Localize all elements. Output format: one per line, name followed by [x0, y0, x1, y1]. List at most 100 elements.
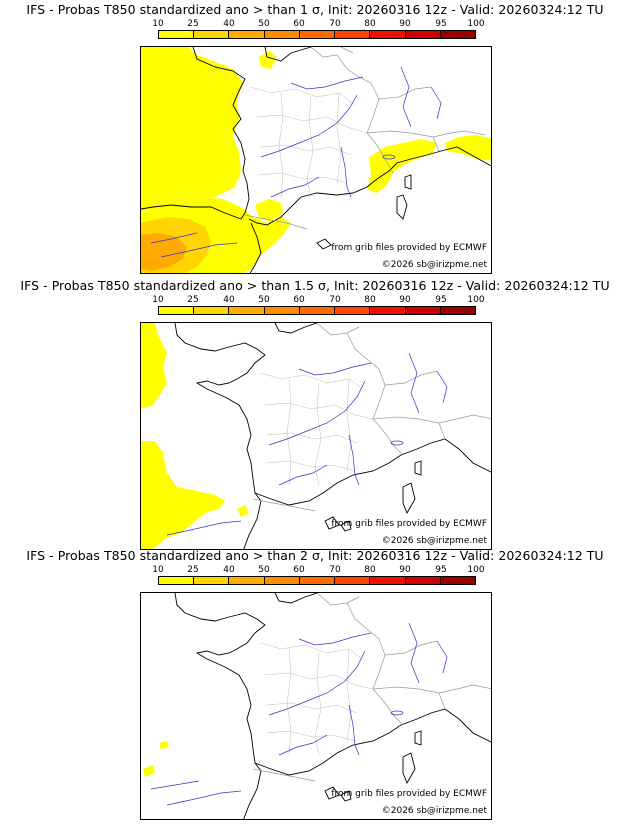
- border-lines: [252, 593, 491, 782]
- rivers: [150, 66, 442, 258]
- scale-swatch: [159, 31, 195, 38]
- copyright-text: ©2026 sb@irizpme.net: [381, 806, 487, 816]
- scale-swatch: [264, 577, 300, 584]
- scale-tick: 40: [223, 295, 235, 305]
- scale-swatch: [159, 307, 195, 314]
- scale-swatch: [229, 577, 265, 584]
- scale-tick: 95: [435, 19, 447, 29]
- scale-swatch: [370, 31, 406, 38]
- map-canvas: [141, 323, 491, 549]
- panel-title: IFS - Probas T850 standardized ano > tha…: [26, 2, 604, 17]
- scale-swatch: [440, 31, 475, 38]
- border-lines: [244, 47, 486, 230]
- copyright-text: ©2026 sb@irizpme.net: [381, 260, 487, 270]
- scale-tick: 80: [364, 19, 376, 29]
- prob-area-small: [237, 505, 249, 517]
- scale-tick: 100: [467, 295, 485, 305]
- source-text: from grib files provided by ECMWF: [331, 519, 487, 529]
- panel-title: IFS - Probas T850 standardized ano > tha…: [20, 278, 610, 293]
- scale-swatch: [194, 577, 230, 584]
- map-panel-3: IFS - Probas T850 standardized ano > tha…: [0, 546, 630, 822]
- scale-swatch: [405, 577, 441, 584]
- map-panel-1: IFS - Probas T850 standardized ano > tha…: [0, 0, 630, 276]
- region-borders: [260, 642, 374, 756]
- scale-swatch: [370, 577, 406, 584]
- prob-area-iberia: [141, 441, 225, 549]
- scale-swatch: [440, 577, 475, 584]
- border-lines: [252, 323, 491, 512]
- scale-tick: 60: [293, 19, 305, 29]
- scale-tick: 25: [187, 19, 199, 29]
- prob-area-alps: [367, 139, 437, 193]
- source-text: from grib files provided by ECMWF: [331, 243, 487, 253]
- scale-swatch: [159, 577, 195, 584]
- scale-swatch: [194, 307, 230, 314]
- scale-tick: 50: [258, 19, 270, 29]
- scale-swatch: [440, 307, 475, 314]
- scale-swatch: [405, 307, 441, 314]
- prob-area-catalonia: [255, 199, 283, 221]
- scale-swatch: [264, 307, 300, 314]
- scale-tick: 40: [223, 19, 235, 29]
- prob-area-north-italy: [445, 135, 491, 161]
- scale-tick: 90: [399, 295, 411, 305]
- map-canvas: [141, 47, 491, 273]
- scale-tick: 70: [329, 295, 341, 305]
- rivers: [166, 352, 448, 536]
- prob-area-small-1: [143, 765, 155, 777]
- scale-bar: [158, 306, 476, 315]
- scale-bar: [158, 576, 476, 585]
- scale-swatch: [299, 31, 336, 38]
- scale-swatch: [229, 307, 265, 314]
- prob-area-small-2: [159, 741, 169, 749]
- scale-swatch: [229, 31, 265, 38]
- lake: [390, 440, 404, 446]
- scale-tick: 80: [364, 295, 376, 305]
- coastline: [141, 47, 491, 273]
- copyright-text: ©2026 sb@irizpme.net: [381, 536, 487, 546]
- scale-tick: 50: [258, 565, 270, 575]
- source-text: from grib files provided by ECMWF: [331, 789, 487, 799]
- prob-area-atlantic: [141, 323, 167, 409]
- scale-tick: 100: [467, 565, 485, 575]
- scale-tick: 60: [293, 565, 305, 575]
- color-scale: 10 25 40 50 60 70 80 90 95 100: [152, 295, 485, 319]
- scale-tick: 90: [399, 19, 411, 29]
- scale-bar: [158, 30, 476, 39]
- color-scale: 10 25 40 50 60 70 80 90 95 100: [152, 19, 485, 43]
- scale-swatch: [405, 31, 441, 38]
- scale-tick: 80: [364, 565, 376, 575]
- coastline: [174, 323, 491, 549]
- scale-tick: 10: [152, 565, 164, 575]
- probability-map: from grib files provided by ECMWF ©2026 …: [140, 46, 492, 274]
- scale-swatch: [299, 577, 336, 584]
- scale-tick: 10: [152, 19, 164, 29]
- scale-tick: 10: [152, 295, 164, 305]
- scale-swatch: [335, 307, 371, 314]
- color-scale: 10 25 40 50 60 70 80 90 95 100: [152, 565, 485, 589]
- lake: [382, 154, 396, 160]
- scale-swatch: [264, 31, 300, 38]
- scale-tick: 100: [467, 19, 485, 29]
- scale-tick: 25: [187, 295, 199, 305]
- scale-tick: 60: [293, 295, 305, 305]
- lake: [390, 710, 404, 716]
- scale-tick: 95: [435, 565, 447, 575]
- scale-swatch: [370, 307, 406, 314]
- region-borders: [250, 86, 368, 198]
- scale-tick: 70: [329, 565, 341, 575]
- probability-map: from grib files provided by ECMWF ©2026 …: [140, 322, 492, 550]
- panel-title: IFS - Probas T850 standardized ano > tha…: [26, 548, 604, 563]
- scale-tick: 25: [187, 565, 199, 575]
- prob-area-channel: [259, 51, 277, 69]
- scale-swatch: [299, 307, 336, 314]
- coastline: [174, 593, 491, 819]
- scale-tick: 40: [223, 565, 235, 575]
- prob-area-atlantic: [141, 47, 243, 211]
- scale-tick: 70: [329, 19, 341, 29]
- rivers: [150, 622, 448, 806]
- map-canvas: [143, 593, 491, 819]
- region-borders: [260, 372, 374, 486]
- scale-swatch: [335, 31, 371, 38]
- probability-map: from grib files provided by ECMWF ©2026 …: [140, 592, 492, 820]
